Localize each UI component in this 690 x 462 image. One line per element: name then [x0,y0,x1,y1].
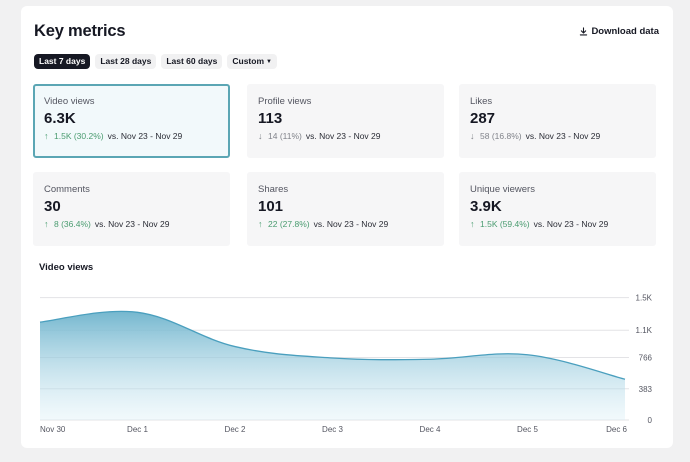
arrow-down-icon: ↓ [470,131,475,141]
metric-card-unique-viewers[interactable]: Unique viewers 3.9K ↑ 1.5K (59.4%) vs. N… [459,172,656,246]
metric-label: Video views [44,96,95,107]
video-views-chart: 0 383 766 1.1K 1.5K Nov 30 Dec 1 Dec 2 Dec 3 Dec … [39,294,653,434]
metric-label: Shares [258,184,289,195]
metric-trend: ↑ 1.5K (30.2%) vs. Nov 23 - Nov 29 [44,131,228,141]
arrow-up-icon: ↑ [470,219,475,229]
tab-last-28-days[interactable]: Last 28 days [95,54,157,69]
metric-trend: ↓ 58 (16.8%) vs. Nov 23 - Nov 29 [470,131,656,141]
metric-trend: ↑ 8 (36.4%) vs. Nov 23 - Nov 29 [44,219,230,229]
metric-change: 58 (16.8%) [480,131,522,141]
download-data-button[interactable]: Download data [579,26,659,37]
tab-label: Custom [232,56,265,66]
metric-label: Profile views [258,96,312,107]
x-tick-label: Dec 6 [606,425,627,434]
metric-value: 101 [258,198,284,215]
metric-change: 22 (27.8%) [268,219,310,229]
arrow-up-icon: ↑ [44,131,49,141]
metric-card-likes[interactable]: Likes 287 ↓ 58 (16.8%) vs. Nov 23 - Nov … [459,84,656,158]
key-metrics-card: Key metrics Download data Last 7 days La… [21,6,673,448]
metric-card-comments[interactable]: Comments 30 ↑ 8 (36.4%) vs. Nov 23 - Nov… [33,172,230,246]
y-tick-label: 1.1K [636,326,653,335]
metric-card-profile-views[interactable]: Profile views 113 ↓ 14 (11%) vs. Nov 23 … [247,84,444,158]
metric-compare: vs. Nov 23 - Nov 29 [94,219,170,229]
x-tick-label: Nov 30 [40,425,66,434]
metric-value: 6.3K [44,110,76,127]
x-tick-label: Dec 1 [127,425,148,434]
metric-compare: vs. Nov 23 - Nov 29 [533,219,609,229]
arrow-up-icon: ↑ [44,219,49,229]
download-data-label: Download data [591,26,659,37]
chart-title: Video views [39,262,94,273]
arrow-up-icon: ↑ [258,219,263,229]
download-icon [580,27,588,36]
arrow-down-icon: ↓ [258,131,263,141]
metric-trend: ↑ 22 (27.8%) vs. Nov 23 - Nov 29 [258,219,444,229]
metric-card-shares[interactable]: Shares 101 ↑ 22 (27.8%) vs. Nov 23 - Nov… [247,172,444,246]
metric-change: 14 (11%) [268,131,302,141]
metric-card-video-views[interactable]: Video views 6.3K ↑ 1.5K (30.2%) vs. Nov … [33,84,230,158]
y-tick-label: 1.5K [636,294,653,303]
metric-trend: ↑ 1.5K (59.4%) vs. Nov 23 - Nov 29 [470,219,656,229]
metric-label: Likes [470,96,493,107]
metric-value: 113 [258,110,283,127]
page-title: Key metrics [34,22,126,40]
metric-label: Unique viewers [470,184,535,195]
x-tick-label: Dec 3 [322,425,343,434]
metric-change: 1.5K (30.2%) [54,131,104,141]
tab-last-60-days[interactable]: Last 60 days [161,54,223,69]
tab-last-7-days[interactable]: Last 7 days [34,54,91,69]
metric-compare: vs. Nov 23 - Nov 29 [313,219,389,229]
y-tick-label: 383 [639,385,653,394]
tab-label: Last 60 days [166,56,218,66]
metric-change: 8 (36.4%) [54,219,91,229]
y-tick-label: 766 [639,354,653,363]
metric-compare: vs. Nov 23 - Nov 29 [525,131,601,141]
caret-down-icon: ▼ [266,59,272,65]
metric-value: 30 [44,198,61,215]
tab-custom-dropdown[interactable]: Custom ▼ [227,54,277,69]
tab-label: Last 7 days [39,56,86,66]
x-tick-label: Dec 4 [420,425,441,434]
tab-label: Last 28 days [100,56,152,66]
metric-compare: vs. Nov 23 - Nov 29 [305,131,381,141]
x-tick-label: Dec 2 [225,425,246,434]
metric-compare: vs. Nov 23 - Nov 29 [107,131,183,141]
metric-value: 287 [470,110,496,127]
date-range-tabs: Last 7 days Last 28 days Last 60 days Cu… [34,54,277,69]
area-fill [40,311,625,420]
y-tick-label: 0 [648,416,653,425]
metric-value: 3.9K [470,198,502,215]
x-tick-label: Dec 5 [517,425,538,434]
metric-label: Comments [44,184,90,195]
metric-change: 1.5K (59.4%) [480,219,530,229]
metric-trend: ↓ 14 (11%) vs. Nov 23 - Nov 29 [258,131,444,141]
